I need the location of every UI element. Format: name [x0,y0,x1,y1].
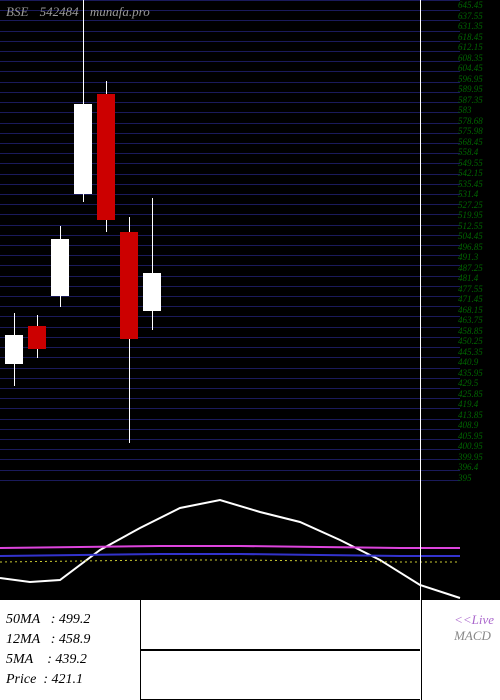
indicator-lines [0,490,500,600]
symbol-label: 542484 [40,4,79,19]
ma-price-readout: 50MA : 499.212MA : 458.95MA : 439.2Price… [6,610,90,690]
exchange-label: BSE [6,4,28,19]
watermark: munafa.pro [90,4,150,19]
indicator-panel [0,490,500,600]
price-chart-panel: BSE 542484 munafa.pro 645.45637.55631.35… [0,0,500,490]
candlesticks [0,0,460,490]
macd-text: MACD [454,628,491,643]
chart-header: BSE 542484 munafa.pro [6,4,150,20]
live-macd-label: <<Live MACD [454,612,494,644]
y-axis-labels: 645.45637.55631.35618.45612.15608.35604.… [458,0,498,490]
live-text: <<Live [454,612,494,627]
cursor-vertical-line [420,0,421,700]
